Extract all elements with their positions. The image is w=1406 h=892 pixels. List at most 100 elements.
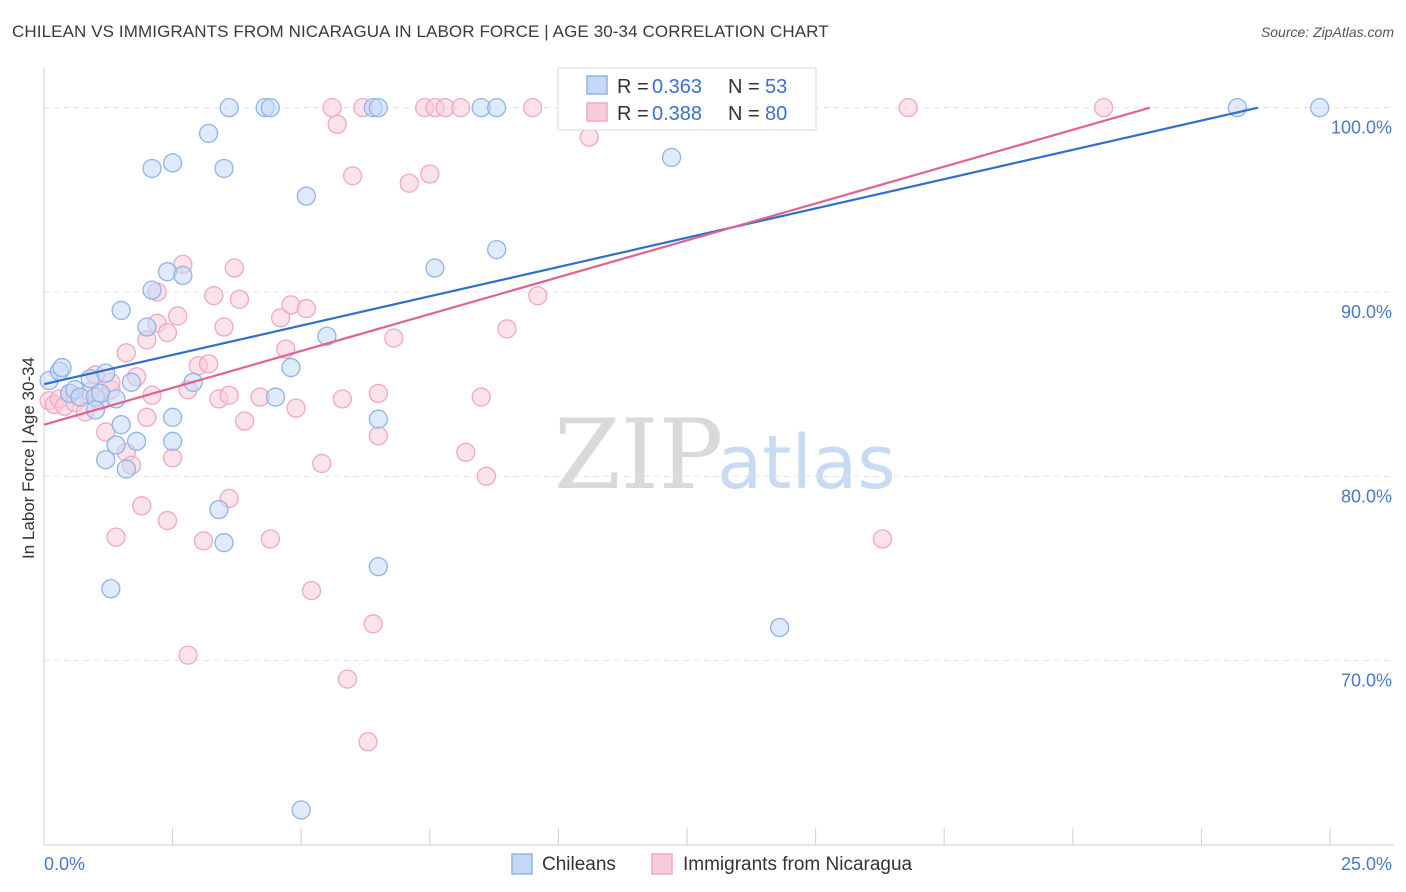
y-axis-label: In Labor Force | Age 30-34 xyxy=(19,357,38,559)
chileans-point xyxy=(111,300,131,321)
nicaragua-point xyxy=(157,322,178,343)
chileans-point xyxy=(281,357,301,378)
x-tick-label-min: 0.0% xyxy=(44,854,85,874)
nicaragua-point xyxy=(399,173,419,193)
nicaragua-point xyxy=(229,289,250,310)
nicaragua-point xyxy=(337,669,358,689)
y-tick-label: 80.0% xyxy=(1341,486,1392,506)
nicaragua-point xyxy=(296,298,316,319)
chileans-point xyxy=(368,557,389,577)
nicaragua-point xyxy=(342,166,363,186)
bottom-legend: Chileans Immigrants from Nicaragua xyxy=(511,853,913,875)
nicaragua-point xyxy=(96,422,116,442)
chileans-point xyxy=(96,363,116,383)
chileans-point xyxy=(661,147,682,168)
nicaragua-point xyxy=(358,732,378,752)
trend-line-chileans xyxy=(43,106,1259,386)
chileans-point xyxy=(368,409,389,429)
chileans-point xyxy=(198,123,219,144)
chileans-point xyxy=(162,153,183,173)
nicaragua-point xyxy=(178,645,198,665)
nicaragua-point xyxy=(420,164,440,184)
nicaragua-point xyxy=(368,426,389,446)
watermark-zip: ZIP xyxy=(554,399,723,511)
nicaragua-point xyxy=(327,114,347,134)
bottom-legend-swatch-nicaragua xyxy=(651,853,673,875)
nicaragua-point xyxy=(368,383,389,404)
chileans-point xyxy=(96,450,116,470)
nicaragua-point xyxy=(132,496,152,516)
chileans-point xyxy=(219,98,239,118)
nicaragua-point xyxy=(116,343,136,363)
chileans-point xyxy=(487,98,507,118)
grid-lines xyxy=(44,107,1394,662)
chileans-point xyxy=(142,280,162,300)
source-credit: Source: ZipAtlas.com xyxy=(1260,24,1394,40)
chileans-point xyxy=(214,533,234,553)
y-tick-label: 100.0% xyxy=(1331,118,1392,138)
legend-r-label-2: R = xyxy=(617,103,649,125)
chileans-point xyxy=(1310,98,1330,118)
bottom-legend-label-chileans: Chileans xyxy=(542,854,616,875)
legend-swatch-nicaragua xyxy=(586,102,608,122)
chileans-point xyxy=(52,357,72,378)
chileans-point xyxy=(291,800,311,820)
chileans-point xyxy=(142,158,162,179)
nicaragua-point xyxy=(157,510,178,531)
x-tick-label-max: 25.0% xyxy=(1341,854,1392,874)
nicaragua-point xyxy=(1094,98,1114,118)
nicaragua-point xyxy=(301,580,322,601)
nicaragua-point xyxy=(322,98,342,118)
chileans-point xyxy=(126,431,147,451)
nicaragua-point xyxy=(162,448,183,468)
y-tick-label: 90.0% xyxy=(1341,302,1392,322)
nicaragua-point xyxy=(137,407,157,427)
nicaragua-point xyxy=(219,385,239,405)
nicaragua-point xyxy=(198,354,219,374)
chileans-point xyxy=(260,98,280,118)
chileans-point xyxy=(265,387,286,407)
trend-line-nicaragua xyxy=(43,106,1151,426)
nicaragua-point xyxy=(363,614,383,634)
nicaragua-point xyxy=(456,442,476,463)
legend-r-value-2: 0.388 xyxy=(652,103,702,125)
x-tick-marks xyxy=(172,828,1331,845)
series-chileans-points xyxy=(39,98,1330,820)
nicaragua-point xyxy=(193,531,214,551)
nicaragua-point xyxy=(476,466,497,486)
nicaragua-point xyxy=(898,98,918,118)
nicaragua-point xyxy=(384,328,404,348)
nicaragua-point xyxy=(214,317,234,337)
nicaragua-point xyxy=(872,529,893,549)
chileans-point xyxy=(137,317,157,337)
chileans-point xyxy=(121,372,142,392)
nicaragua-point xyxy=(579,127,599,147)
chileans-point xyxy=(317,326,337,346)
trend-lines xyxy=(43,106,1259,426)
nicaragua-point xyxy=(471,387,491,407)
chart-title: CHILEAN VS IMMIGRANTS FROM NICARAGUA IN … xyxy=(12,22,829,41)
chileans-point xyxy=(162,407,183,427)
chileans-point xyxy=(101,579,121,599)
legend-swatch-chileans xyxy=(586,75,608,95)
chileans-point xyxy=(368,98,389,118)
chileans-point xyxy=(769,617,790,638)
chileans-point xyxy=(209,499,229,520)
nicaragua-point xyxy=(286,398,306,418)
watermark-atlas: atlas xyxy=(717,420,896,506)
nicaragua-point xyxy=(312,453,332,474)
nicaragua-point xyxy=(106,527,126,547)
nicaragua-point xyxy=(528,286,548,306)
nicaragua-point xyxy=(497,319,517,339)
nicaragua-point xyxy=(234,411,255,431)
nicaragua-point xyxy=(168,306,188,326)
chileans-point xyxy=(106,435,126,455)
nicaragua-point xyxy=(332,389,353,409)
chileans-point xyxy=(173,265,193,286)
bottom-legend-label-nicaragua: Immigrants from Nicaragua xyxy=(683,854,913,875)
y-tick-labels: 70.0% 80.0% 90.0% 100.0% xyxy=(1331,118,1392,691)
legend-r-value-1: 0.363 xyxy=(652,76,702,98)
chileans-point xyxy=(487,239,507,260)
legend-n-value-2: 80 xyxy=(765,103,787,125)
